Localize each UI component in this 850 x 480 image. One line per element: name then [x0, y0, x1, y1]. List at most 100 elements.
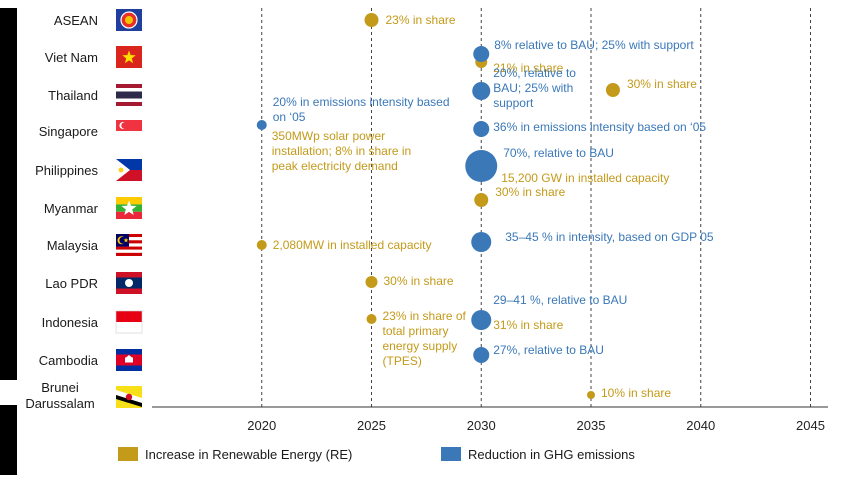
legend: Increase in Renewable Energy (RE) Reducti… [118, 447, 635, 462]
flag-part [116, 84, 142, 88]
data-label-line: 21% in share [493, 61, 563, 75]
flag-part [119, 236, 127, 244]
country-row-malaysia: Malaysia [47, 234, 142, 256]
data-label-line: BAU; 25% with [493, 81, 573, 95]
data-label-line: 29–41 %, relative to BAU [493, 293, 627, 307]
flag-star [122, 50, 136, 64]
re-data-label: 23% in share [386, 13, 456, 27]
data-label-line: on ‘05 [273, 110, 306, 124]
left-edge-bar-bottom [0, 405, 17, 475]
series-ghg: 8% relative to BAU; 25% with support 20%,… [256, 38, 714, 363]
country-label: Lao PDR [45, 276, 98, 291]
flag-part [116, 249, 142, 253]
re-data-label: 23% in share of total primary energy suppl… [383, 309, 467, 368]
legend-swatch-re [118, 447, 138, 461]
data-label-line: 35–45 % in intensity, based on GDP 05 [505, 230, 714, 244]
country-label: Myanmar [44, 201, 99, 216]
re-data-label: 10% in share [601, 386, 671, 400]
data-label-line: 20%, relative to [493, 66, 576, 80]
country-row-cambodia: Cambodia [39, 349, 142, 371]
ghg-data-label: 20% in emissions intensity based on ‘05 [273, 95, 450, 124]
country-row-lao-pdr: Lao PDR [45, 272, 142, 294]
x-tick-label: 2020 [247, 418, 276, 433]
flag-thailand [116, 84, 142, 106]
x-tick-label: 2035 [577, 418, 606, 433]
country-label: Indonesia [42, 315, 99, 330]
ghg-point-thailand-2030 [472, 82, 491, 100]
ghg-data-label: 36% in emissions intensity based on ‘05 [493, 120, 706, 134]
ghg-point-philippines-2030 [465, 150, 498, 182]
flag-part [121, 122, 128, 129]
flag-singapore [116, 120, 142, 142]
ghg-point-singapore-2030 [473, 121, 490, 137]
ghg-point-viet-nam-2030 [473, 46, 490, 62]
ghg-point-indonesia-2030 [471, 310, 492, 330]
data-label-line: support [493, 96, 534, 110]
data-label-line: 36% in emissions intensity based on ‘05 [493, 120, 706, 134]
flag-part [116, 311, 142, 322]
legend-label-ghg: Reduction in GHG emissions [468, 447, 635, 462]
x-tick-label: 2030 [467, 418, 496, 433]
data-label-line: 30% in share [384, 274, 454, 288]
ghg-data-label: 27%, relative to BAU [493, 343, 604, 357]
flag-star [123, 237, 129, 243]
data-label-line: 70%, relative to BAU [503, 146, 614, 160]
re-point-malaysia-2020 [256, 240, 267, 250]
flag-malaysia [116, 234, 142, 256]
data-label-line: 23% in share [386, 13, 456, 27]
flag-brunei [116, 386, 142, 408]
data-label-line: 20% in emissions intensity based [273, 95, 450, 109]
data-label-line: 10% in share [601, 386, 671, 400]
country-row-viet-nam: Viet Nam [45, 46, 142, 68]
flag-part [118, 167, 124, 173]
data-label-line: 27%, relative to BAU [493, 343, 604, 357]
country-label: Cambodia [39, 353, 99, 368]
series-re: 23% in share 21% in share 30% in share 350M… [256, 13, 697, 400]
flag-part [125, 393, 133, 401]
re-data-label: 350MWp solar power installation; 8% in sh… [272, 129, 411, 173]
re-data-label: 15,200 GW in installed capacity [501, 171, 669, 185]
ghg-point-cambodia-2030 [473, 347, 490, 363]
left-edge-bar-top [0, 8, 17, 380]
data-label-line: 23% in share of [383, 309, 467, 323]
legend-swatch-ghg [441, 447, 461, 461]
data-label-line: (TPES) [383, 354, 422, 368]
re-data-label: 30% in share [627, 77, 697, 91]
re-data-label: 21% in share [493, 61, 563, 75]
flag-part [116, 211, 142, 219]
re-point-myanmar-2030 [474, 193, 489, 207]
country-row-asean: ASEAN [54, 9, 142, 31]
re-data-label: 31% in share [493, 318, 563, 332]
re-data-label: 2,080MW in installed capacity [273, 238, 432, 252]
x-tick-label: 2045 [796, 418, 825, 433]
flag-myanmar [116, 197, 142, 219]
data-label-line: peak electricity demand [272, 159, 398, 173]
data-label-line: 30% in share [495, 185, 565, 199]
country-row-indonesia: Indonesia [42, 310, 143, 334]
flag-part [116, 252, 142, 256]
data-label-line: installation; 8% in share in [272, 144, 411, 158]
data-label-line: energy supply [383, 339, 458, 353]
re-data-label: 30% in share [384, 274, 454, 288]
flag-part [126, 355, 132, 358]
flag-cambodia [116, 349, 142, 371]
country-row-philippines: Philippines [35, 159, 142, 181]
flag-part [125, 16, 133, 24]
country-label: Thailand [48, 88, 98, 103]
ghg-data-label: 70%, relative to BAU [503, 146, 614, 160]
re-point-indonesia-2025 [366, 314, 377, 324]
ghg-point-malaysia-2030 [471, 232, 492, 252]
x-tick-label: 2040 [686, 418, 715, 433]
ghg-data-label: 29–41 %, relative to BAU [493, 293, 627, 307]
flag-part [116, 102, 142, 106]
country-row-singapore: Singapore [39, 120, 142, 142]
flag-part [116, 91, 142, 99]
data-label-line: total primary [383, 324, 449, 338]
country-label: Singapore [39, 124, 98, 139]
data-label-line: 2,080MW in installed capacity [273, 238, 432, 252]
re-point-thailand-2036 [605, 83, 620, 97]
country-label: Malaysia [47, 238, 99, 253]
flag-part [116, 159, 142, 170]
